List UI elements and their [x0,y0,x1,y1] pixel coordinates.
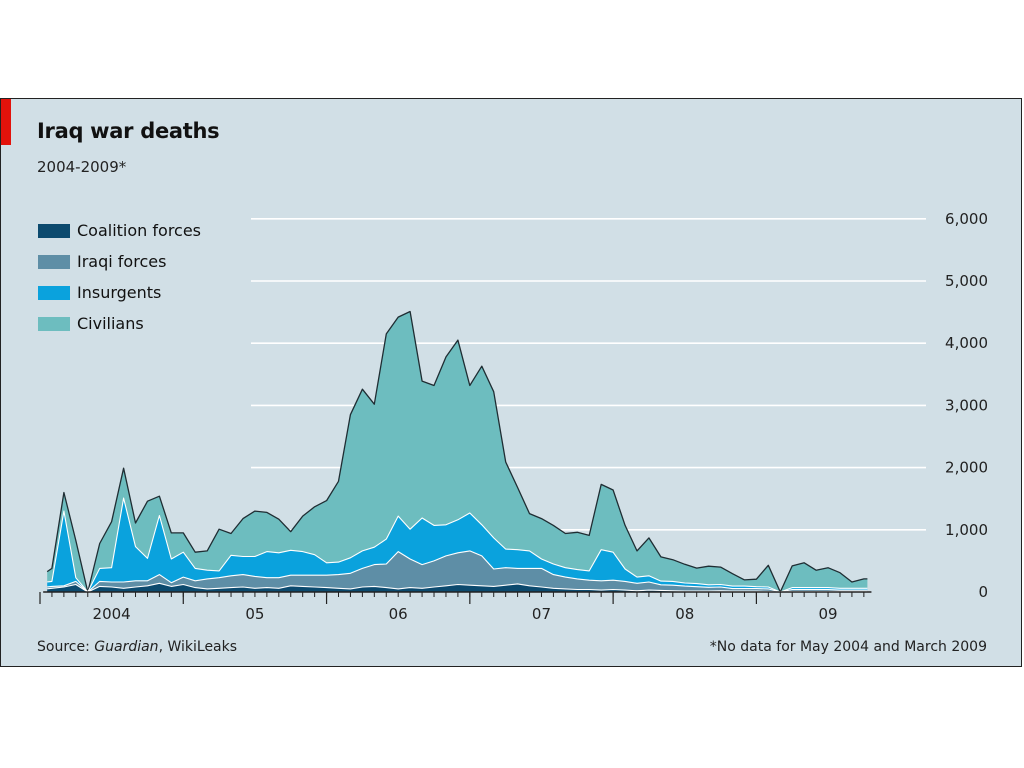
source-suffix: , WikiLeaks [159,639,237,655]
x-tick-label: 05 [245,605,264,623]
legend-swatch [38,286,70,300]
chart-panel: Iraq war deaths 2004-2009* 0 1,000 2,000 3,… [0,98,1022,667]
legend-swatch [38,317,70,331]
y-tick-label: 6,000 [945,210,988,228]
y-tick-label: 5,000 [945,272,988,290]
y-tick-label: 1,000 [945,521,988,539]
y-tick-label: 3,000 [945,396,988,414]
x-tick-label: 09 [818,605,837,623]
legend-label: Insurgents [77,283,161,302]
footnote: *No data for May 2004 and March 2009 [710,639,987,655]
legend-item-coalition: Coalition forces [38,215,201,246]
y-tick-label: 2,000 [945,459,988,477]
legend-label: Iraqi forces [77,252,166,271]
source-note: Source: Guardian, WikiLeaks [37,639,237,655]
x-tick-label: 07 [532,605,551,623]
legend-item-iraqi-forces: Iraqi forces [38,246,201,277]
legend-item-civilians: Civilians [38,308,201,339]
legend: Coalition forces Iraqi forces Insurgents… [38,215,201,339]
legend-label: Coalition forces [77,221,201,240]
source-prefix: Source: [37,639,94,655]
legend-item-insurgents: Insurgents [38,277,201,308]
y-tick-label: 4,000 [945,334,988,352]
x-tick-label: 2004 [93,605,131,623]
x-tick-label: 06 [389,605,408,623]
source-publication: Guardian [94,639,158,655]
legend-swatch [38,255,70,269]
legend-swatch [38,224,70,238]
y-tick-label: 0 [978,583,988,601]
legend-label: Civilians [77,314,144,333]
x-tick-label: 08 [675,605,694,623]
chart-plot: 0 1,000 2,000 3,000 4,000 5,000 6,000 2004 05 06 0… [1,99,1023,668]
